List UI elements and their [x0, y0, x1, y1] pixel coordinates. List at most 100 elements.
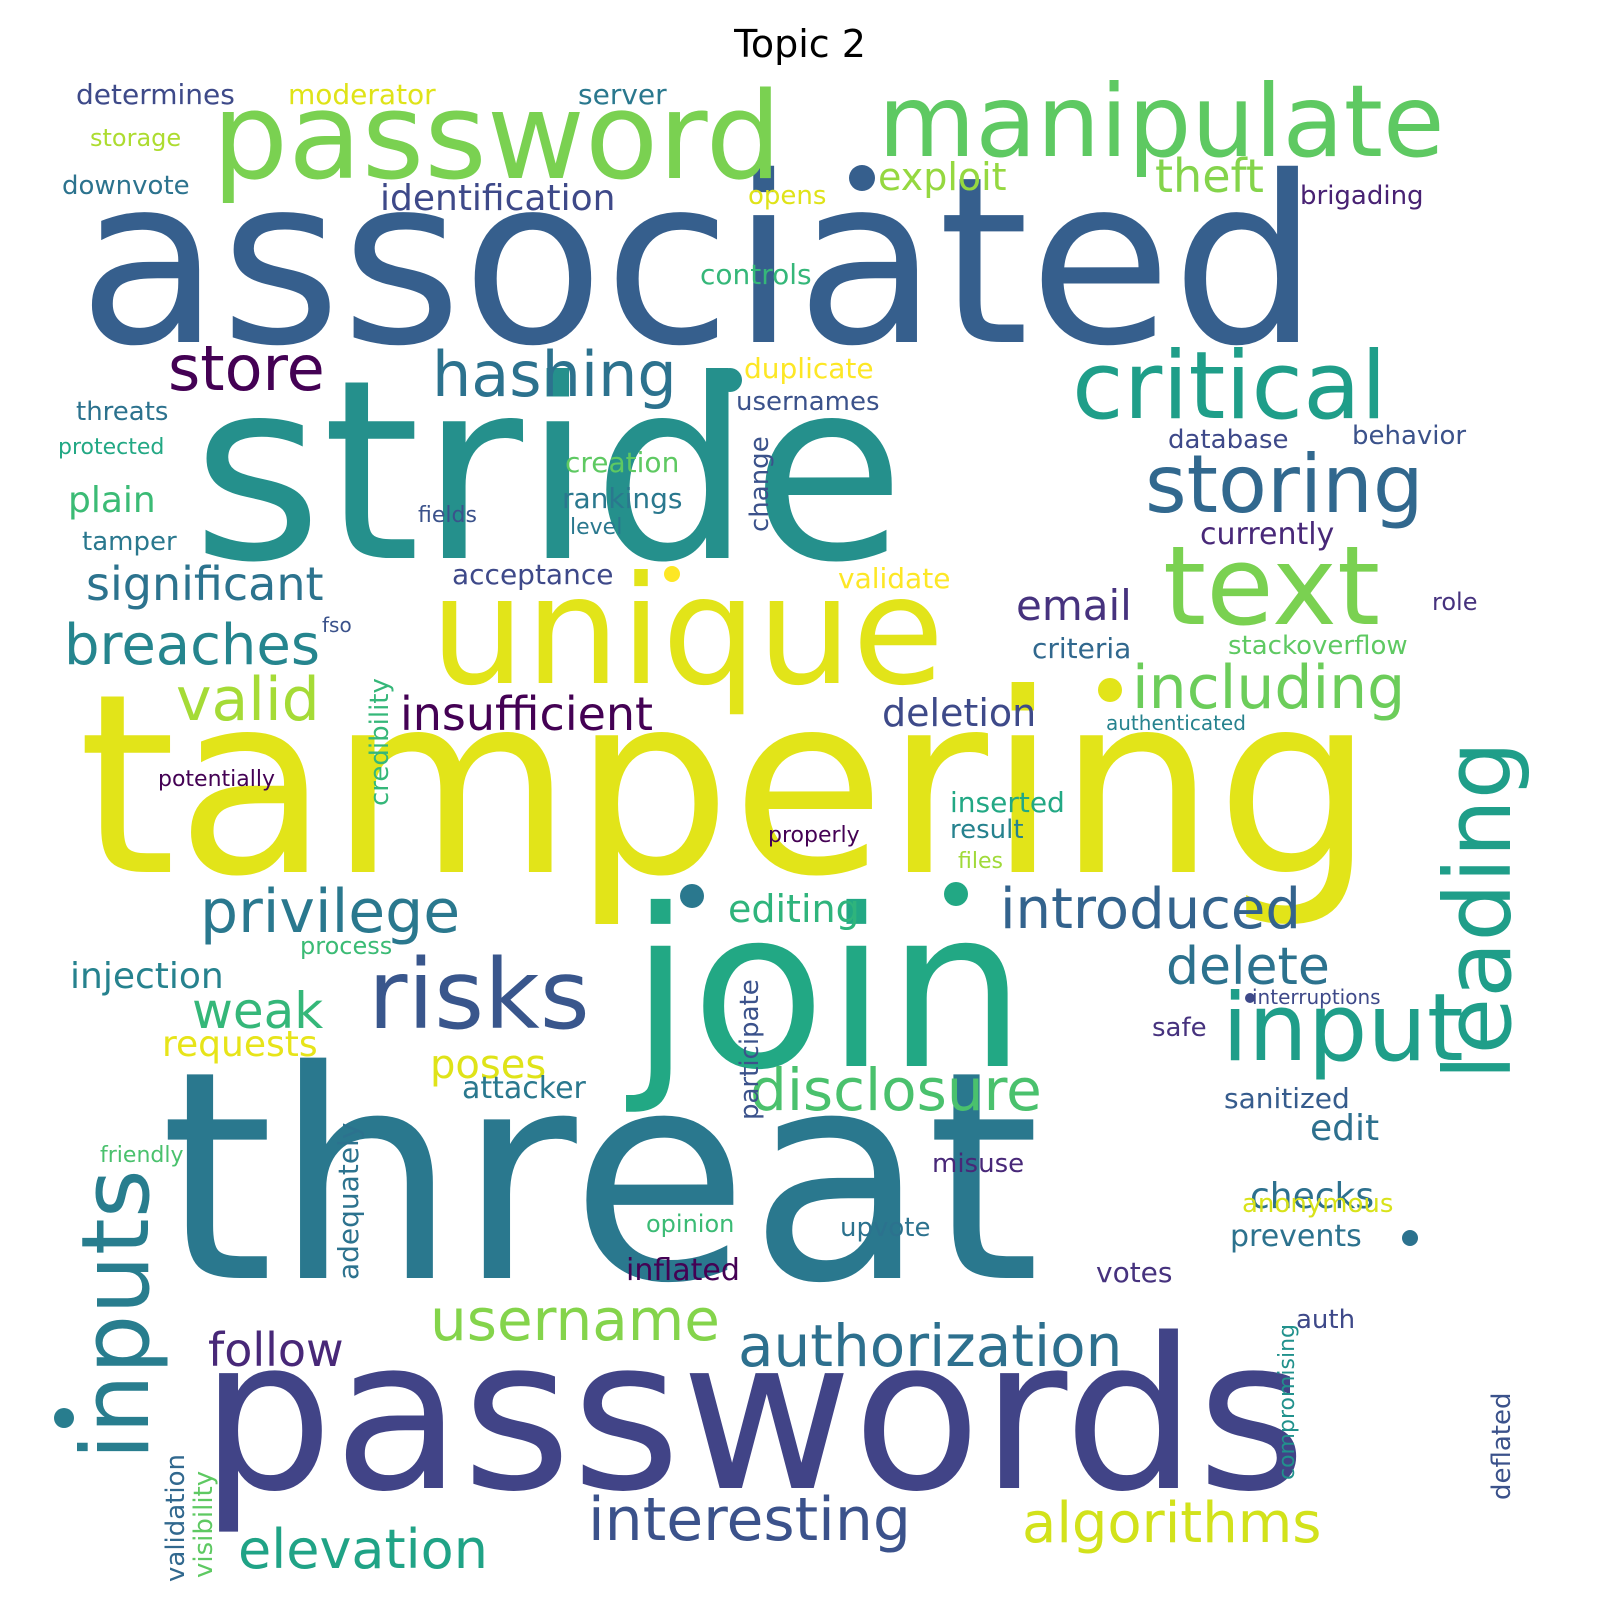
word-adequately: adequately [332, 1123, 365, 1280]
word-fields: fields [418, 503, 477, 528]
word-prevents: prevents [1230, 1219, 1362, 1254]
word-requests: requests [162, 1024, 318, 1065]
word-breaches: breaches [64, 613, 320, 678]
word-dot [1402, 1230, 1418, 1246]
word-fso: fso [322, 613, 352, 637]
word-protected: protected [58, 435, 164, 460]
word-inputs: inputs [62, 1169, 171, 1460]
word-sanitized: sanitized [1224, 1082, 1350, 1115]
word-rankings: rankings [562, 482, 683, 515]
word-attacker: attacker [462, 1071, 587, 1106]
word-change: change [745, 436, 775, 532]
word-editing: editing [728, 887, 860, 931]
word-threat: threat [160, 1010, 1040, 1347]
word-weak: weak [192, 982, 323, 1040]
word-deletion: deletion [882, 691, 1036, 735]
word-friendly: friendly [100, 1143, 183, 1168]
word-dot [680, 884, 704, 908]
word-follow: follow [208, 1323, 344, 1377]
word-join: join [626, 862, 1026, 1118]
word-result: result [950, 815, 1024, 845]
word-theft: theft [1155, 149, 1264, 203]
word-poses: poses [430, 1042, 546, 1088]
word-email: email [1016, 581, 1132, 630]
word-acceptance: acceptance [452, 558, 613, 591]
word-password: password [212, 68, 782, 207]
word-dot [664, 566, 680, 582]
word-introduced: introduced [1000, 877, 1301, 942]
chart-title: Topic 2 [734, 22, 866, 66]
word-significant: significant [86, 557, 324, 611]
word-exploit: exploit [878, 155, 1007, 199]
word-tamper: tamper [82, 527, 177, 557]
word-insufficient: insufficient [400, 687, 653, 741]
word-storing: storing [1145, 438, 1424, 531]
word-dot [944, 882, 968, 906]
word-database: database [1168, 425, 1289, 455]
word-opens: opens [748, 181, 826, 211]
word-disclosure: disclosure [750, 1056, 1042, 1124]
word-controls: controls [700, 258, 812, 291]
word-currently: currently [1200, 517, 1334, 552]
word-compromising: compromising [1275, 1324, 1300, 1480]
word-dot [1098, 678, 1122, 702]
word-storage: storage [90, 124, 181, 152]
word-interesting: interesting [588, 1485, 911, 1555]
word-text: text [1163, 522, 1380, 650]
word-upvote: upvote [840, 1213, 930, 1243]
word-determines: determines [76, 78, 235, 111]
word-visibility: visibility [189, 1471, 219, 1578]
word-interruptions: interruptions [1252, 985, 1381, 1009]
word-properly: properly [768, 823, 860, 848]
word-safe: safe [1152, 1013, 1207, 1043]
word-plain: plain [68, 480, 156, 521]
word-delete: delete [1166, 937, 1330, 997]
word-role: role [1432, 588, 1477, 616]
word-passwords: passwords [200, 1293, 1306, 1538]
word-unique: unique [430, 545, 944, 719]
word-stride: stride [192, 326, 905, 617]
word-threats: threats [76, 397, 168, 427]
word-criteria: criteria [1032, 632, 1131, 665]
word-inflated: inflated [626, 1253, 740, 1288]
word-identification: identification [380, 178, 615, 219]
word-including: including [1132, 653, 1405, 723]
word-validate: validate [838, 562, 950, 595]
word-server: server [578, 78, 667, 111]
word-deflated: deflated [1487, 1392, 1517, 1500]
word-moderator: moderator [288, 78, 436, 111]
word-checks: checks [1250, 1176, 1374, 1217]
word-files: files [958, 849, 1003, 874]
word-inserted: inserted [950, 786, 1065, 819]
word-brigading: brigading [1300, 181, 1424, 211]
word-stackoverflow: stackoverflow [1228, 631, 1408, 661]
word-injection: injection [70, 956, 224, 997]
word-dot [849, 165, 875, 191]
word-participate: participate [735, 979, 765, 1120]
word-tampering: tampering [78, 640, 1375, 931]
word-usernames: usernames [736, 387, 880, 417]
word-level: level [570, 515, 622, 540]
word-dot [54, 1408, 74, 1428]
word-process: process [300, 932, 392, 960]
word-credibility: credibility [365, 678, 395, 806]
word-associated: associated [78, 127, 1319, 397]
word-misuse: misuse [932, 1149, 1024, 1179]
word-duplicate: duplicate [744, 352, 874, 385]
word-input: input [1222, 974, 1464, 1083]
word-hashing: hashing [432, 338, 677, 411]
word-dot [718, 368, 742, 392]
word-auth: auth [1296, 1305, 1355, 1335]
word-manipulate: manipulate [878, 63, 1445, 180]
word-elevation: elevation [238, 1518, 488, 1581]
word-risks: risks [368, 939, 590, 1051]
word-authenticated: authenticated [1106, 711, 1246, 735]
word-creation: creation [565, 446, 679, 479]
word-anonymous: anonymous [1242, 1189, 1393, 1219]
word-privilege: privilege [200, 877, 460, 947]
word-dot [1245, 993, 1255, 1003]
word-leading: leading [1425, 741, 1532, 1080]
word-critical: critical [1072, 332, 1387, 441]
word-edit: edit [1310, 1108, 1379, 1149]
